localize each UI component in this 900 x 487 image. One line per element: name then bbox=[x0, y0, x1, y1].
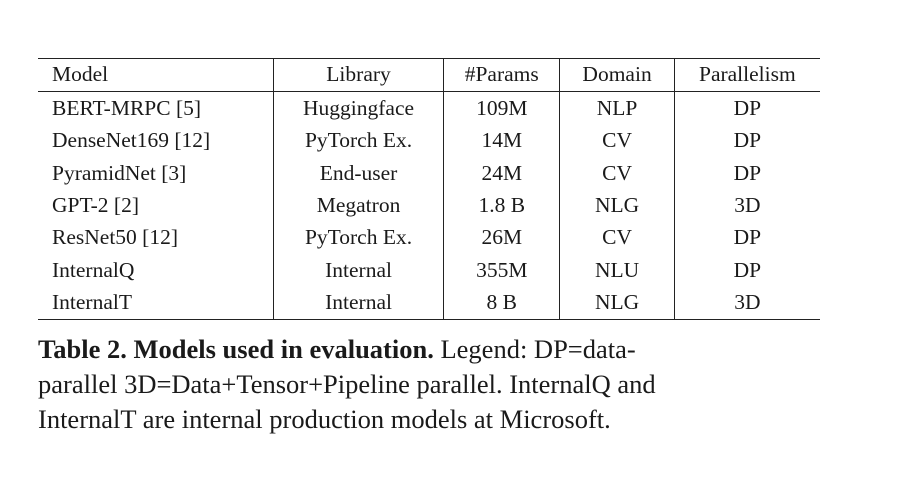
table-row: DenseNet169 [12] PyTorch Ex. 14M CV DP bbox=[38, 124, 820, 158]
cell-model: DenseNet169 [12] bbox=[52, 128, 211, 153]
table-row: InternalT Internal 8 B NLG 3D bbox=[38, 286, 820, 320]
cell-parallelism: DP bbox=[673, 91, 820, 125]
table-row: ResNet50 [12] PyTorch Ex. 26M CV DP bbox=[38, 221, 820, 255]
caption-lead: Table 2. Models used in evaluation. bbox=[38, 334, 434, 365]
cell-library: Internal bbox=[272, 286, 444, 320]
header-params: #Params bbox=[443, 58, 560, 92]
header-domain: Domain bbox=[559, 58, 675, 92]
caption-line-3: InternalT are internal production models… bbox=[38, 404, 611, 435]
cell-library: End-user bbox=[272, 157, 444, 190]
table-figure: Model Library #Params Domain Parallelism… bbox=[38, 58, 828, 437]
cell-params: 24M bbox=[443, 157, 560, 190]
caption-legend: Legend: DP=data- bbox=[433, 334, 636, 365]
cell-domain: NLP bbox=[559, 91, 675, 125]
cell-params: 355M bbox=[443, 254, 560, 287]
caption-line-2: parallel 3D=Data+Tensor+Pipeline paralle… bbox=[38, 369, 656, 400]
caption-line-1: Table 2. Models used in evaluation. Lege… bbox=[38, 332, 828, 367]
table-header-row: Model Library #Params Domain Parallelism bbox=[38, 58, 820, 92]
cell-params: 8 B bbox=[443, 286, 560, 320]
header-model: Model bbox=[52, 62, 109, 87]
cell-model: InternalT bbox=[52, 290, 132, 315]
cell-library: PyTorch Ex. bbox=[272, 221, 444, 255]
cell-parallelism: 3D bbox=[673, 189, 820, 222]
cell-model: BERT-MRPC [5] bbox=[52, 95, 202, 120]
cell-parallelism: DP bbox=[673, 221, 820, 255]
cell-library: Megatron bbox=[272, 189, 444, 222]
cell-domain: NLU bbox=[559, 254, 675, 287]
table-row: BERT-MRPC [5] Huggingface 109M NLP DP bbox=[38, 91, 820, 125]
header-library: Library bbox=[272, 58, 444, 92]
cell-params: 109M bbox=[443, 91, 560, 125]
table-caption: Table 2. Models used in evaluation. Lege… bbox=[38, 332, 828, 437]
models-table: Model Library #Params Domain Parallelism… bbox=[38, 58, 820, 320]
cell-domain: NLG bbox=[559, 286, 675, 320]
header-parallelism: Parallelism bbox=[673, 58, 820, 92]
cell-domain: CV bbox=[559, 221, 675, 255]
cell-model: PyramidNet [3] bbox=[52, 160, 187, 185]
cell-params: 14M bbox=[443, 124, 560, 158]
cell-params: 1.8 B bbox=[443, 189, 560, 222]
cell-library: Internal bbox=[272, 254, 444, 287]
cell-parallelism: DP bbox=[673, 124, 820, 158]
cell-domain: NLG bbox=[559, 189, 675, 222]
cell-params: 26M bbox=[443, 221, 560, 255]
cell-library: Huggingface bbox=[272, 91, 444, 125]
cell-parallelism: 3D bbox=[673, 286, 820, 320]
table-row: PyramidNet [3] End-user 24M CV DP bbox=[38, 157, 820, 190]
cell-model: InternalQ bbox=[52, 257, 135, 282]
cell-model: GPT-2 [2] bbox=[52, 193, 139, 217]
table-row: GPT-2 [2] Megatron 1.8 B NLG 3D bbox=[38, 189, 820, 222]
table-row: InternalQ Internal 355M NLU DP bbox=[38, 254, 820, 287]
cell-domain: CV bbox=[559, 157, 675, 190]
cell-parallelism: DP bbox=[673, 157, 820, 190]
cell-domain: CV bbox=[559, 124, 675, 158]
cell-parallelism: DP bbox=[673, 254, 820, 287]
cell-library: PyTorch Ex. bbox=[272, 124, 444, 158]
cell-model: ResNet50 [12] bbox=[52, 225, 178, 250]
